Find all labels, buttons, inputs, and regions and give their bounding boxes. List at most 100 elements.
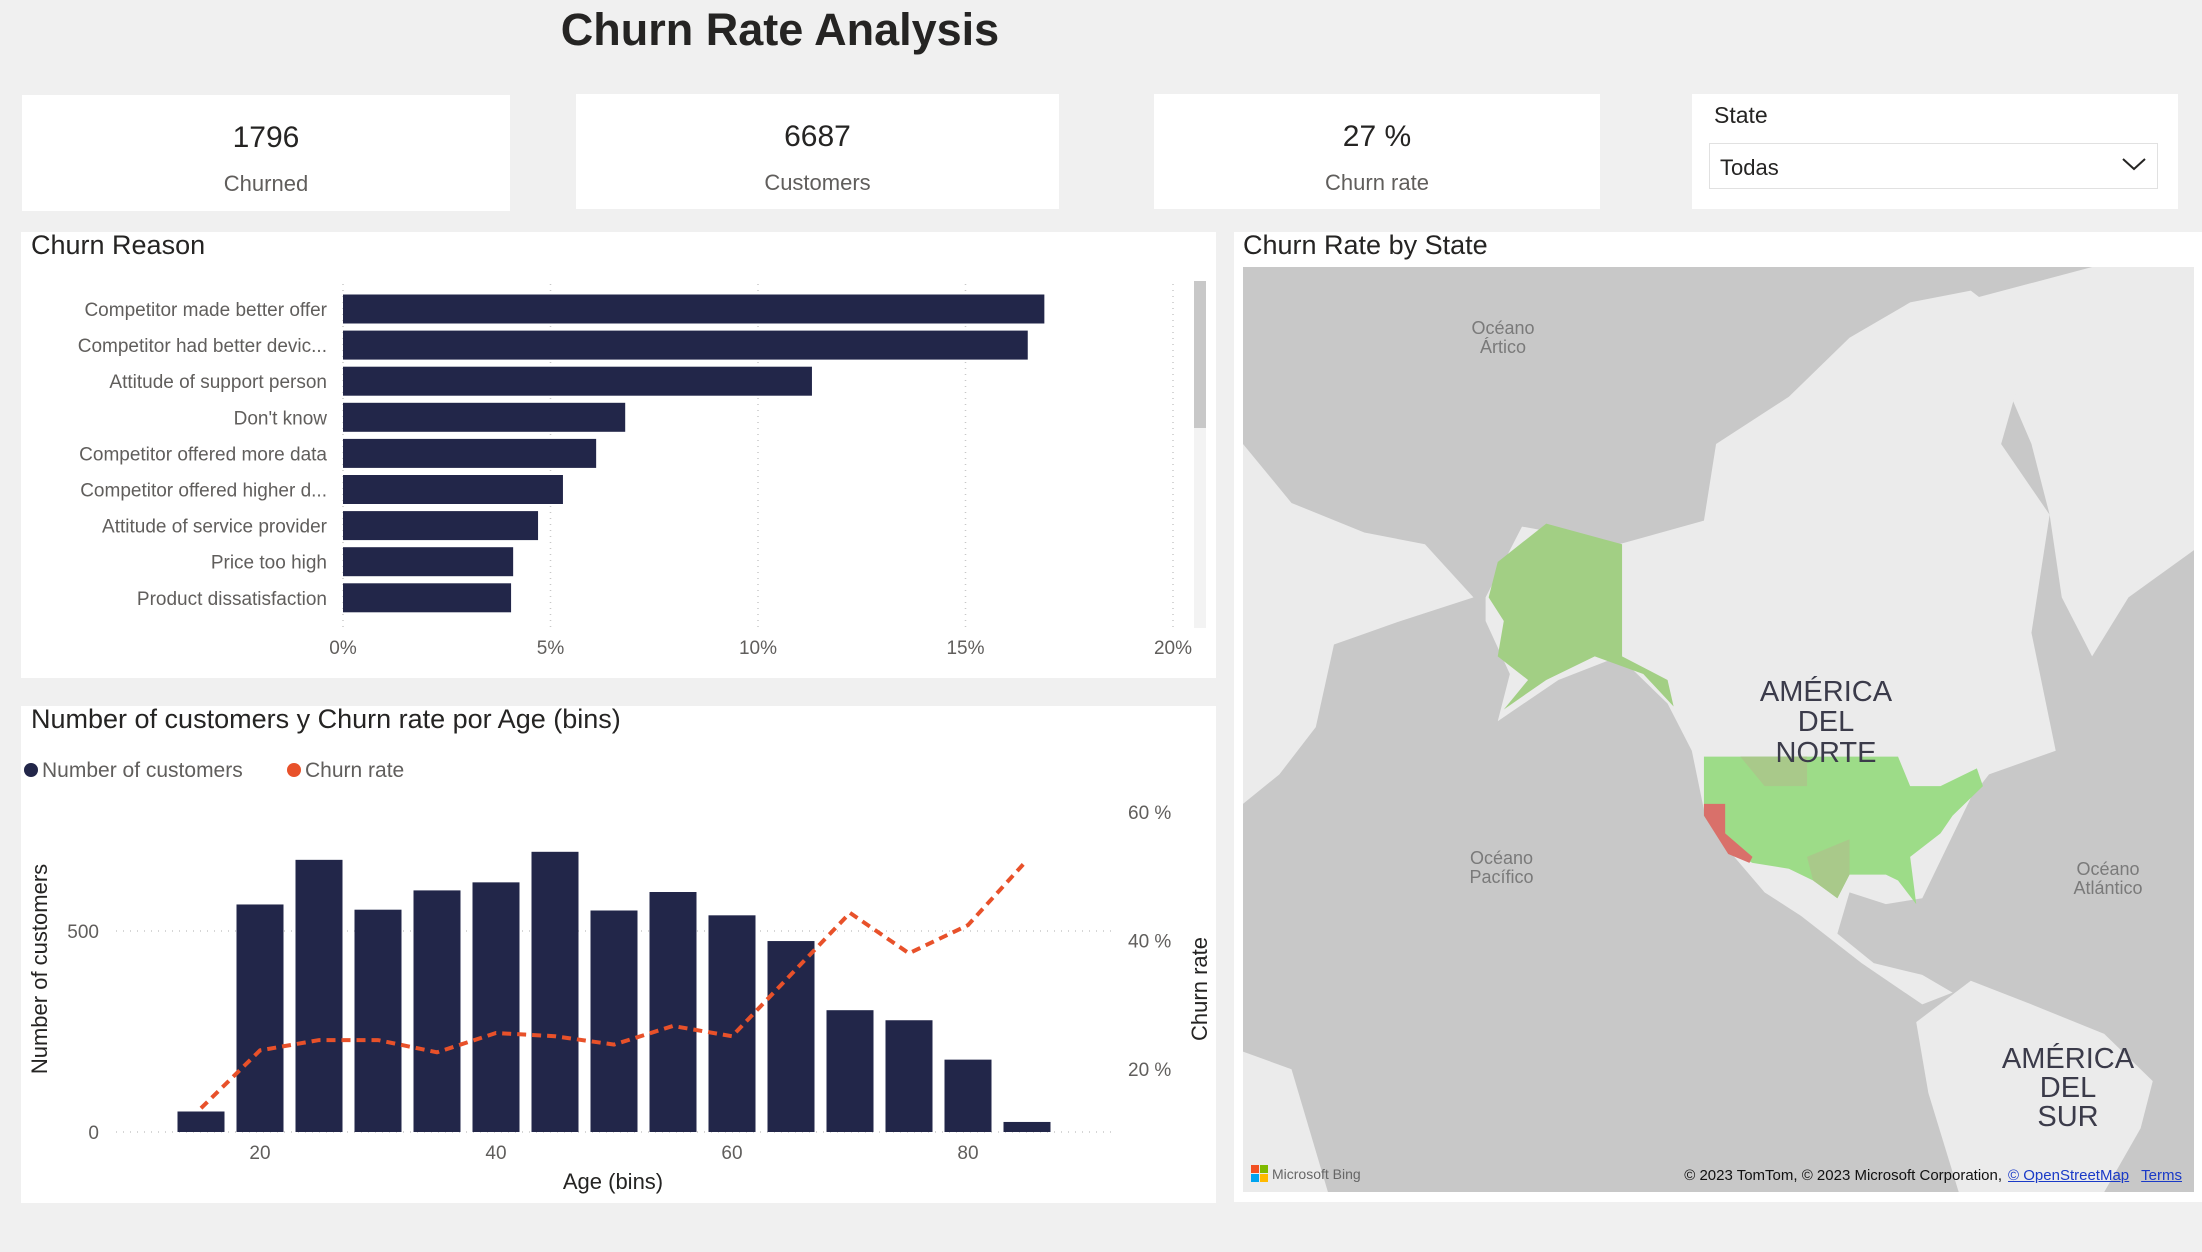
terms-link[interactable]: Terms xyxy=(2141,1167,2182,1184)
state-region-darker xyxy=(1807,839,1850,899)
y-tick-label-left: 500 xyxy=(67,922,99,943)
label-pacific-ocean: Océano Pacífico xyxy=(1469,848,1534,887)
landmass-antarctic-edge xyxy=(1243,1051,1328,1192)
bing-logo: Microsoft Bing xyxy=(1251,1165,1361,1182)
x-tick-label: 20 xyxy=(249,1143,270,1164)
category-label: Price too high xyxy=(211,553,327,574)
bar xyxy=(343,511,539,541)
x-tick-label: 15% xyxy=(946,638,984,659)
y-axis-title-left: Number of customers xyxy=(27,864,52,1074)
bar xyxy=(826,1010,874,1132)
bar xyxy=(343,438,597,468)
state-california xyxy=(1703,803,1753,863)
x-tick-label: 20% xyxy=(1154,638,1192,659)
kpi-value: 6687 xyxy=(784,120,851,153)
state-dropdown[interactable]: Todas xyxy=(1709,143,2158,189)
kpi-label: Churn rate xyxy=(1325,170,1429,195)
y-axis-title-right: Churn rate xyxy=(1187,937,1212,1041)
bar xyxy=(343,475,563,504)
x-tick-label: 60 xyxy=(721,1143,742,1164)
map-panel: Churn Rate by State Océano Ártico Océano P… xyxy=(1234,230,2202,1202)
category-label: Competitor offered higher d... xyxy=(80,481,327,502)
y-tick-label-right: 20 % xyxy=(1128,1060,1171,1081)
x-tick-label: 5% xyxy=(537,638,565,659)
bar xyxy=(177,1111,225,1132)
landmass-siberia xyxy=(1243,443,1474,804)
bar xyxy=(885,1020,933,1132)
category-label: Competitor offered more data xyxy=(79,444,327,465)
kpi-card-churn-rate: 27 % Churn rate xyxy=(1154,94,1600,209)
legend-label: Churn rate xyxy=(305,759,404,782)
bar xyxy=(590,910,638,1132)
x-axis-title: Age (bins) xyxy=(563,1169,663,1194)
states-lower-48 xyxy=(1703,756,1983,905)
bar xyxy=(708,915,756,1132)
panel-title: Churn Rate by State xyxy=(1243,230,1488,260)
bar xyxy=(413,890,461,1132)
bar xyxy=(649,892,697,1132)
scrollbar[interactable] xyxy=(1194,281,1206,628)
bar xyxy=(531,851,579,1132)
category-label: Competitor made better offer xyxy=(84,300,327,321)
bar xyxy=(343,366,812,396)
state-alaska xyxy=(1488,523,1674,710)
y-tick-label-left: 0 xyxy=(88,1123,99,1144)
x-tick-label: 40 xyxy=(485,1143,506,1164)
label-arctic-ocean: Océano Ártico xyxy=(1471,318,1535,357)
microsoft-logo-icon xyxy=(1251,1165,1268,1182)
bar xyxy=(944,1059,992,1132)
bar xyxy=(767,941,815,1132)
y-tick-label-right: 60 % xyxy=(1128,803,1171,824)
label-atlantic-ocean: Océano Atlántico xyxy=(2073,859,2143,898)
bar xyxy=(236,904,284,1132)
kpi-label: Churned xyxy=(223,171,309,196)
category-label: Competitor had better devic... xyxy=(78,336,327,357)
state-region-darker xyxy=(1740,756,1808,787)
label-south-america: AMÉRICA DEL SUR xyxy=(2001,1043,2135,1133)
age-chart-panel: Number of customers y Churn rate por Age… xyxy=(21,704,1216,1203)
panel-title: Churn Reason xyxy=(31,230,206,260)
dropdown-value: Todas xyxy=(1720,155,1779,180)
churn-rate-line xyxy=(199,858,1029,1110)
chevron-down-icon xyxy=(2122,158,2146,171)
category-label: Product dissatisfaction xyxy=(137,589,327,610)
age-combo-chart: Number of customers Churn rate 0 500 20 % 40 … xyxy=(24,759,1212,1194)
slicer-title: State xyxy=(1714,102,1768,128)
category-label: Attitude of service provider xyxy=(102,517,328,538)
map-canvas xyxy=(1243,267,2194,1192)
scrollbar-thumb[interactable] xyxy=(1194,281,1206,428)
churn-reason-panel: Churn Reason 0% 5% 10% 15% 20% Competitor mad… xyxy=(21,230,1216,678)
category-label: Attitude of support person xyxy=(109,372,327,393)
y-tick-label-right: 40 % xyxy=(1128,932,1171,953)
x-tick-label: 10% xyxy=(739,638,777,659)
bar xyxy=(343,583,512,613)
bar xyxy=(343,547,514,577)
kpi-card-churned: 1796 Churned xyxy=(22,95,510,211)
bar xyxy=(343,294,1045,324)
map-attribution: © 2023 TomTom, © 2023 Microsoft Corporat… xyxy=(1684,1167,2182,1184)
page-title: Churn Rate Analysis xyxy=(560,4,1000,55)
churn-reason-chart: 0% 5% 10% 15% 20% Competitor made better offe… xyxy=(78,284,1192,659)
landmass-south-america xyxy=(1916,980,2153,1192)
bar xyxy=(354,909,402,1132)
legend-label: Number of customers xyxy=(42,759,243,782)
openstreetmap-link[interactable]: © OpenStreetMap xyxy=(2008,1167,2130,1184)
kpi-value: 1796 xyxy=(232,121,300,154)
state-slicer: State Todas xyxy=(1692,94,2178,209)
x-tick-label: 0% xyxy=(329,638,357,659)
category-label: Don't know xyxy=(234,408,328,429)
label-north-america: AMÉRICA DEL NORTE xyxy=(1759,676,1893,769)
bar xyxy=(472,882,520,1132)
x-tick-label: 80 xyxy=(957,1143,978,1164)
kpi-value: 27 % xyxy=(1342,120,1412,153)
kpi-label: Customers xyxy=(764,170,871,195)
panel-title: Number of customers y Churn rate por Age… xyxy=(31,704,621,734)
bar xyxy=(1003,1121,1051,1132)
kpi-card-customers: 6687 Customers xyxy=(576,94,1059,209)
bar xyxy=(295,859,343,1132)
bar xyxy=(343,402,626,432)
map[interactable]: Océano Ártico Océano Pacífico Océano Atlánt… xyxy=(1243,267,2194,1192)
legend-dot-churn-rate xyxy=(287,763,301,777)
bar xyxy=(343,330,1028,360)
legend-dot-customers xyxy=(24,763,38,777)
